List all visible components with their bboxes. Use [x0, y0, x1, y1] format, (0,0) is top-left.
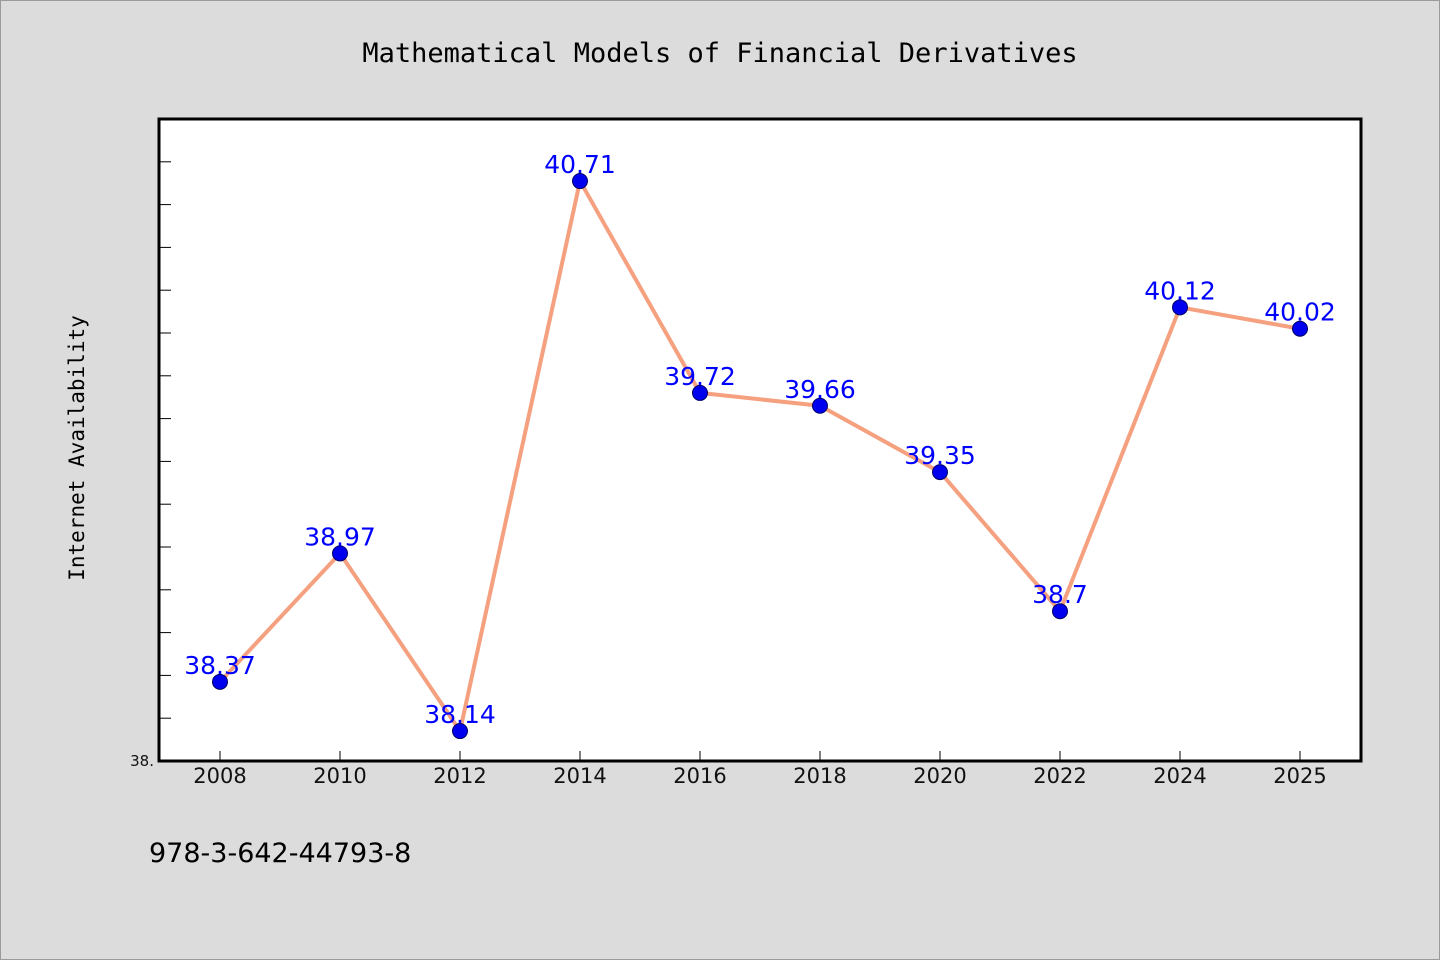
x-tick-label: 2014 — [553, 764, 606, 788]
y-tick-label: 38. — [130, 752, 154, 770]
y-axis-ticks: 38. — [130, 118, 171, 770]
data-label: 39.66 — [784, 375, 856, 404]
x-tick-label: 2008 — [193, 764, 246, 788]
data-label: 38.7 — [1032, 580, 1088, 609]
chart-title: Mathematical Models of Financial Derivat… — [362, 38, 1077, 69]
x-axis-ticks: 2008 2010 2012 2014 2016 2018 2020 2022 2024 2025 — [193, 751, 1327, 788]
plot-area — [157, 117, 1363, 763]
data-point — [332, 545, 348, 562]
data-label: 38.37 — [184, 651, 256, 680]
x-tick-label: 2016 — [673, 764, 726, 788]
x-tick-label: 2025 — [1273, 764, 1326, 788]
x-tick-label: 2024 — [1153, 764, 1206, 788]
x-tick-label: 2020 — [913, 764, 966, 788]
data-point — [692, 384, 708, 401]
data-label: 38.14 — [424, 700, 496, 729]
data-point — [212, 673, 228, 690]
data-label: 39.72 — [664, 362, 736, 391]
data-label: 40.12 — [1144, 276, 1216, 305]
data-markers — [212, 173, 1308, 740]
isbn-footer: 978-3-642-44793-8 — [149, 838, 411, 869]
data-label: 38.97 — [304, 522, 376, 551]
series-line — [218, 179, 1302, 734]
data-point — [1172, 299, 1188, 316]
x-tick-label: 2018 — [793, 764, 846, 788]
data-point — [932, 464, 948, 481]
data-label: 40.02 — [1264, 298, 1336, 327]
data-point — [572, 173, 588, 190]
x-tick-label: 2010 — [313, 764, 366, 788]
data-point — [1292, 320, 1308, 337]
y-axis-label: Internet Availability — [65, 315, 89, 581]
data-point — [1052, 603, 1068, 620]
x-tick-label: 2022 — [1033, 764, 1086, 788]
x-tick-label: 2012 — [433, 764, 486, 788]
data-label: 40.71 — [544, 150, 616, 179]
data-point — [812, 397, 828, 414]
data-point — [452, 723, 468, 740]
series-line-group — [218, 179, 1302, 734]
data-label: 39.35 — [904, 441, 976, 470]
data-labels: 38.37 38.97 38.14 40.71 39.72 39.66 39.35 38.7 4… — [184, 150, 1336, 729]
